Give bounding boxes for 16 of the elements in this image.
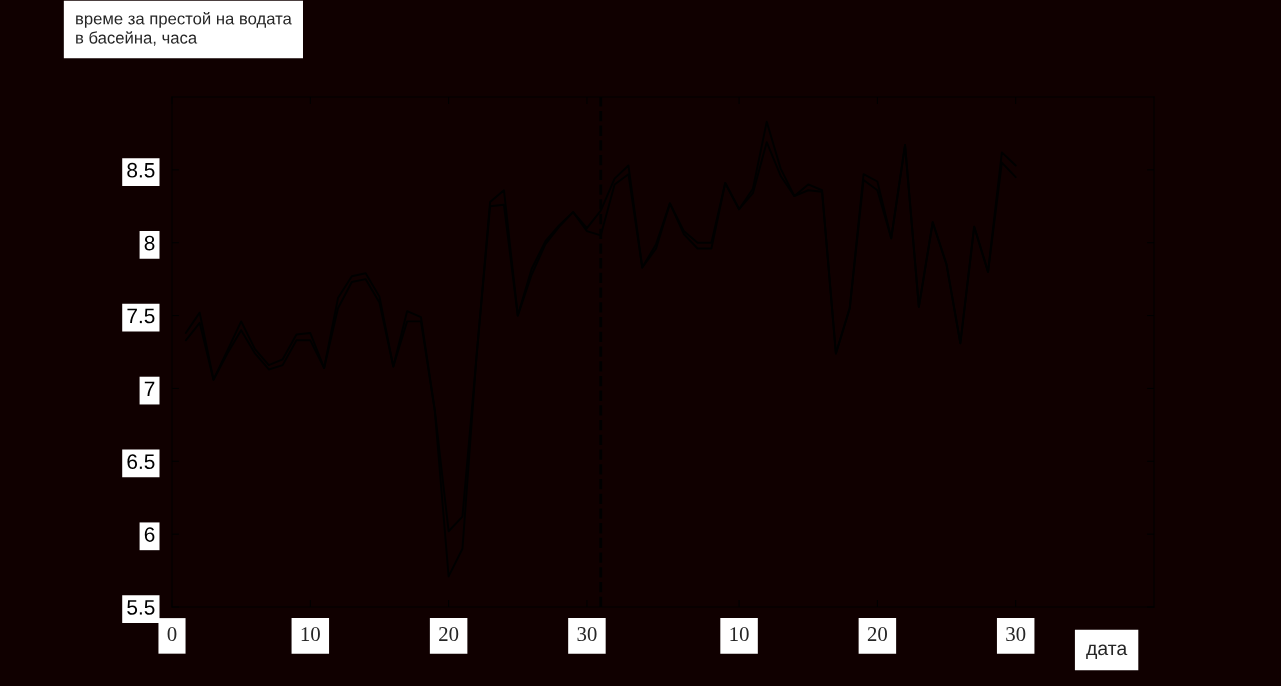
x-tick-label: 10 (730, 627, 749, 642)
y-tick-label: 6.5 (127, 454, 155, 470)
y-tick-label: 7 (144, 381, 155, 396)
y-tick-label: 8.5 (127, 162, 155, 178)
x-tick-label: 20 (439, 627, 459, 642)
y-tick-label: 8 (144, 235, 155, 251)
x-tick-label: 30 (577, 627, 597, 642)
x-tick-label: 10 (301, 627, 320, 642)
x-tick-label: 30 (1006, 627, 1026, 642)
x-tick-label: 20 (867, 627, 887, 642)
x-axis-title: дата (1086, 644, 1128, 659)
y-tick-label: 6 (144, 527, 155, 542)
x-tick-label: 0 (167, 627, 177, 642)
y-tick-label: 7.5 (127, 308, 155, 324)
y-tick-label: 5.5 (127, 600, 155, 615)
y-axis-title: време за престой на водата в басейна, часа (76, 12, 292, 46)
